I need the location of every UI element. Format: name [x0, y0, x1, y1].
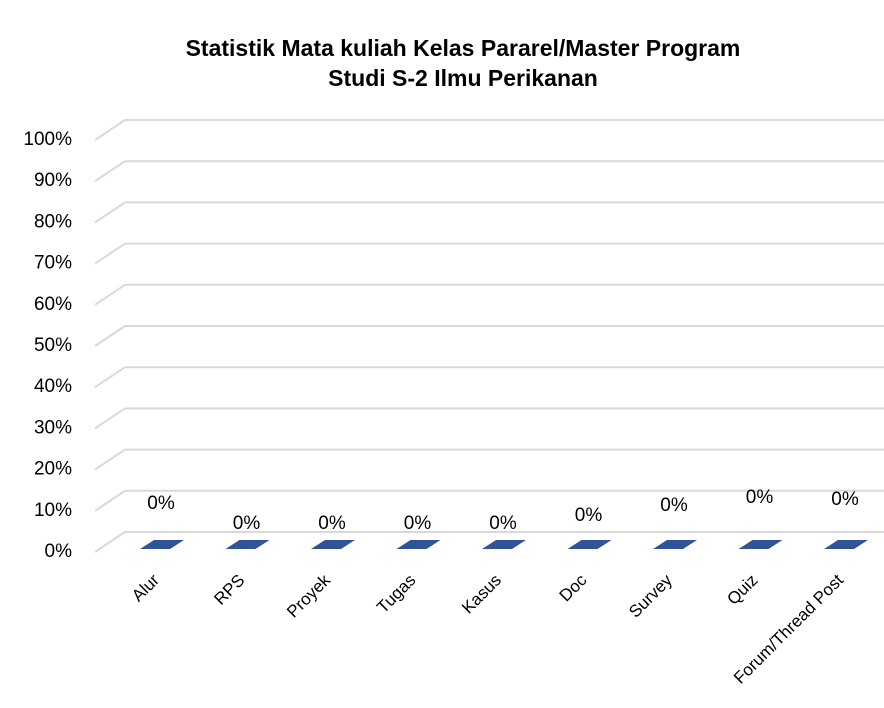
bar: [482, 540, 526, 549]
y-tick-label: 50%: [34, 335, 72, 356]
x-tick-label: Survey: [625, 570, 676, 621]
bar: [738, 540, 783, 549]
y-tick-label: 10%: [34, 500, 72, 521]
y-tick-label: 90%: [34, 170, 72, 191]
x-tick-label: Alur: [128, 570, 163, 605]
bar: [824, 540, 868, 549]
grid-line: [94, 407, 126, 430]
data-label: 0%: [147, 493, 175, 514]
x-tick-label: Kasus: [458, 571, 505, 618]
y-tick-label: 20%: [34, 459, 72, 480]
grid-line: [94, 201, 126, 224]
data-label: 0%: [746, 487, 774, 508]
y-tick-label: 100%: [23, 129, 72, 150]
chart-title: Statistik Mata kuliah Kelas Pararel/Mast…: [186, 35, 741, 61]
x-tick-label: Tugas: [373, 571, 419, 617]
grid-line: [94, 366, 126, 389]
grid-line: [94, 448, 126, 471]
y-tick-label: 40%: [34, 376, 72, 397]
grid-line: [94, 325, 126, 347]
y-tick-label: 80%: [34, 211, 72, 232]
data-label: 0%: [318, 513, 346, 534]
x-tick-label: Proyek: [283, 570, 334, 621]
bar: [567, 540, 612, 549]
data-label: 0%: [489, 513, 517, 534]
data-label: 0%: [233, 513, 261, 534]
bar: [653, 540, 697, 549]
grid-line: [94, 160, 126, 183]
grid-line: [94, 119, 126, 141]
grid-line: [94, 242, 126, 265]
data-label: 0%: [831, 489, 859, 510]
y-tick-label: 0%: [45, 541, 73, 562]
y-tick-label: 70%: [34, 253, 72, 274]
grid-line: [94, 489, 126, 512]
y-tick-label: 60%: [34, 294, 72, 315]
grid-line: [94, 531, 126, 553]
bar: [140, 540, 184, 549]
data-label: 0%: [575, 505, 603, 526]
chart-title: Studi S-2 Ilmu Perikanan: [328, 65, 598, 91]
grid-line: [94, 283, 126, 306]
data-label: 0%: [660, 495, 688, 516]
x-tick-label: Doc: [556, 570, 591, 605]
x-tick-label: Quiz: [723, 571, 761, 609]
bar: [225, 540, 270, 549]
x-tick-label: RPS: [210, 571, 248, 609]
y-tick-label: 30%: [34, 417, 72, 438]
bar: [396, 540, 441, 549]
bar: [311, 540, 355, 549]
data-label: 0%: [404, 513, 432, 534]
